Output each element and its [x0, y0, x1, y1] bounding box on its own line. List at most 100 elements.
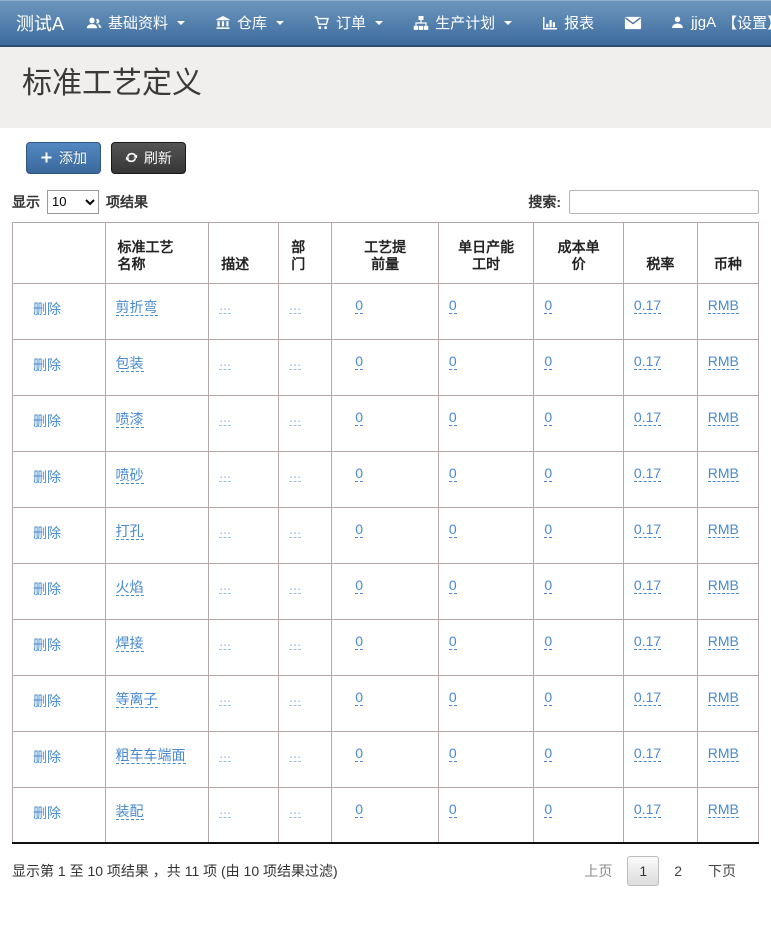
delete-link[interactable]: 删除	[33, 412, 61, 429]
currency-link[interactable]: RMB	[707, 688, 739, 706]
tax-rate-link[interactable]: 0.17	[633, 632, 662, 650]
description-link[interactable]: ...	[219, 520, 231, 538]
department-link[interactable]: ...	[289, 800, 301, 818]
lead-time-link[interactable]: 0	[355, 688, 364, 706]
department-link[interactable]: ...	[289, 296, 301, 314]
nav-item-0[interactable]: 基础资料	[86, 12, 186, 33]
unit-cost-link[interactable]: 0	[544, 352, 553, 370]
process-name-link[interactable]: 火焰	[115, 578, 144, 596]
currency-link[interactable]: RMB	[707, 352, 739, 370]
department-link[interactable]: ...	[289, 520, 301, 538]
nav-item-2[interactable]: 订单	[314, 12, 384, 33]
brand[interactable]: 测试A	[16, 13, 65, 34]
daily-capacity-link[interactable]: 0	[448, 632, 457, 650]
lead-time-link[interactable]: 0	[355, 464, 364, 482]
currency-link[interactable]: RMB	[707, 800, 739, 818]
process-name-link[interactable]: 喷漆	[115, 410, 144, 428]
delete-link[interactable]: 删除	[33, 692, 61, 709]
delete-link[interactable]: 删除	[33, 748, 61, 765]
delete-link[interactable]: 删除	[33, 804, 61, 821]
department-link[interactable]: ...	[289, 464, 301, 482]
lead-time-link[interactable]: 0	[355, 520, 364, 538]
daily-capacity-link[interactable]: 0	[448, 520, 457, 538]
description-link[interactable]: ...	[219, 352, 231, 370]
daily-capacity-link[interactable]: 0	[448, 688, 457, 706]
daily-capacity-link[interactable]: 0	[448, 464, 457, 482]
lead-time-link[interactable]: 0	[355, 800, 364, 818]
delete-link[interactable]: 删除	[33, 356, 61, 373]
delete-link[interactable]: 删除	[33, 580, 61, 597]
lead-time-link[interactable]: 0	[355, 632, 364, 650]
process-name-link[interactable]: 包装	[115, 354, 144, 372]
description-link[interactable]: ...	[219, 296, 231, 314]
pagination-next-button[interactable]: 下页	[708, 863, 736, 879]
department-link[interactable]: ...	[289, 352, 301, 370]
delete-link[interactable]: 删除	[33, 300, 61, 317]
tax-rate-link[interactable]: 0.17	[633, 800, 662, 818]
tax-rate-link[interactable]: 0.17	[633, 352, 662, 370]
process-name-link[interactable]: 装配	[115, 802, 144, 820]
unit-cost-link[interactable]: 0	[544, 408, 553, 426]
tax-rate-link[interactable]: 0.17	[633, 408, 662, 426]
column-header-1[interactable]: 标准工艺 名称	[104, 221, 210, 284]
process-name-link[interactable]: 剪折弯	[115, 298, 158, 316]
description-link[interactable]: ...	[219, 464, 231, 482]
currency-link[interactable]: RMB	[707, 520, 739, 538]
department-link[interactable]: ...	[289, 632, 301, 650]
currency-link[interactable]: RMB	[707, 632, 739, 650]
currency-link[interactable]: RMB	[707, 464, 739, 482]
currency-link[interactable]: RMB	[707, 296, 739, 314]
process-name-link[interactable]: 等离子	[115, 690, 158, 708]
tax-rate-link[interactable]: 0.17	[633, 296, 662, 314]
unit-cost-link[interactable]: 0	[544, 800, 553, 818]
column-header-5[interactable]: 单日产能 工时	[437, 221, 535, 284]
daily-capacity-link[interactable]: 0	[448, 800, 457, 818]
unit-cost-link[interactable]: 0	[544, 632, 553, 650]
process-name-link[interactable]: 打孔	[115, 522, 144, 540]
unit-cost-link[interactable]: 0	[544, 464, 553, 482]
process-name-link[interactable]: 喷砂	[115, 466, 144, 484]
pagination-page-2[interactable]: 2	[674, 863, 682, 879]
delete-link[interactable]: 删除	[33, 636, 61, 653]
search-input[interactable]	[569, 189, 759, 214]
description-link[interactable]: ...	[219, 408, 231, 426]
daily-capacity-link[interactable]: 0	[448, 296, 457, 314]
daily-capacity-link[interactable]: 0	[448, 408, 457, 426]
column-header-6[interactable]: 成本单 价	[533, 221, 624, 284]
pagination-page-1[interactable]: 1	[627, 856, 660, 886]
column-header-7[interactable]: 税率	[622, 221, 698, 284]
nav-item-1[interactable]: 仓库	[215, 12, 285, 33]
column-header-8[interactable]: 币种	[696, 221, 760, 284]
daily-capacity-link[interactable]: 0	[448, 352, 457, 370]
delete-link[interactable]: 删除	[33, 524, 61, 541]
department-link[interactable]: ...	[289, 576, 301, 594]
add-button[interactable]: 添加	[26, 141, 101, 174]
currency-link[interactable]: RMB	[707, 576, 739, 594]
user-menu[interactable]: jjgA 【设置】	[670, 12, 771, 33]
department-link[interactable]: ...	[289, 408, 301, 426]
envelope-icon[interactable]	[624, 16, 642, 30]
nav-item-3[interactable]: 生产计划	[413, 12, 513, 33]
tax-rate-link[interactable]: 0.17	[633, 576, 662, 594]
lead-time-link[interactable]: 0	[355, 296, 364, 314]
description-link[interactable]: ...	[219, 688, 231, 706]
description-link[interactable]: ...	[219, 744, 231, 762]
daily-capacity-link[interactable]: 0	[448, 744, 457, 762]
daily-capacity-link[interactable]: 0	[448, 576, 457, 594]
unit-cost-link[interactable]: 0	[544, 520, 553, 538]
column-header-2[interactable]: 描述	[208, 221, 280, 284]
process-name-link[interactable]: 焊接	[115, 634, 144, 652]
lead-time-link[interactable]: 0	[355, 352, 364, 370]
department-link[interactable]: ...	[289, 688, 301, 706]
delete-link[interactable]: 删除	[33, 468, 61, 485]
process-name-link[interactable]: 粗车车端面	[115, 746, 186, 764]
tax-rate-link[interactable]: 0.17	[633, 744, 662, 762]
tax-rate-link[interactable]: 0.17	[633, 520, 662, 538]
tax-rate-link[interactable]: 0.17	[633, 688, 662, 706]
unit-cost-link[interactable]: 0	[544, 576, 553, 594]
currency-link[interactable]: RMB	[707, 744, 739, 762]
description-link[interactable]: ...	[219, 576, 231, 594]
column-header-4[interactable]: 工艺提 前量	[331, 221, 439, 284]
department-link[interactable]: ...	[289, 744, 301, 762]
description-link[interactable]: ...	[219, 800, 231, 818]
